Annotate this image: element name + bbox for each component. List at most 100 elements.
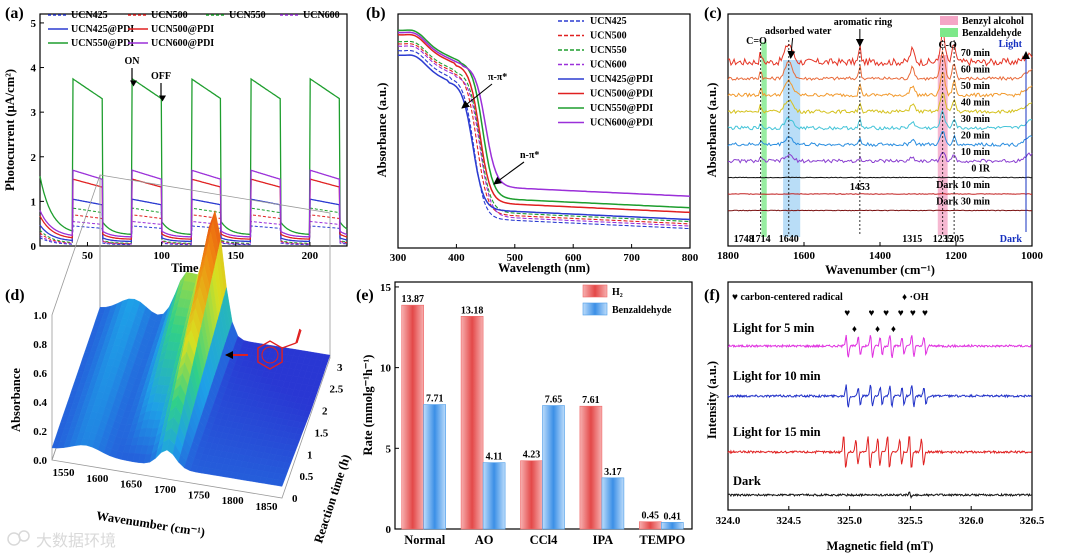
watermark: 大数据环境 — [7, 530, 116, 550]
panel-a-frame — [39, 13, 348, 247]
panel-e-bar-Benzaldehyde-CCl4 — [542, 405, 565, 530]
panel-d-xtick-label: 1800 — [222, 495, 245, 507]
panel-e-bar-Benzaldehyde-AO — [482, 462, 506, 530]
panel-c-legend-swatch — [940, 28, 958, 37]
watermark-logo-icon-2 — [18, 530, 30, 542]
panel-e-value-label: 7.65 — [545, 395, 563, 406]
panel-c-trace-Dark 30 min — [727, 209, 1033, 212]
panel-a-plot — [39, 77, 348, 246]
panel-a-legend-label: UCN425@PDI — [71, 24, 134, 35]
panel-b-pipi-label: π-π* — [488, 72, 507, 83]
panel-c-trace-label: 30 min — [961, 114, 991, 125]
panel-a-xtick-label: 100 — [153, 250, 170, 262]
panel-a-ytick-label: 1 — [31, 196, 37, 208]
panel-c-band-label: 1748 — [734, 234, 754, 245]
panel-b-series-UCN500@PDI — [397, 33, 691, 214]
panel-a-xtick-label: 200 — [302, 250, 319, 262]
panel-b-xtick-label: 600 — [565, 252, 582, 264]
panel-d-ytick-label: 2.5 — [330, 384, 344, 396]
panel-b-legend-label: UCN425 — [590, 16, 627, 27]
panel-c-dark-label: Dark — [1000, 234, 1023, 245]
panel-e-ticks: 0 5 10 15 Normal AO CCl4 IPA TEMPO — [380, 282, 685, 547]
panel-b-frame — [397, 13, 691, 249]
panel-c-trace-20 min — [727, 130, 1033, 148]
panel-c-trace-label: 0 IR — [971, 164, 990, 175]
panel-e-bar-H₂-TEMPO — [638, 521, 662, 530]
panel-c-trace-label: 10 min — [961, 147, 991, 158]
panel-f-series-Light for 10 min — [727, 384, 1032, 409]
panel-f-heart-marker-icon: ♥ — [898, 308, 904, 319]
panel-d-label: (d) — [5, 287, 25, 304]
panel-b-xtick-label: 700 — [623, 252, 640, 264]
panel-b-series-UCN550 — [397, 40, 691, 223]
panel-b-series-UCN500 — [397, 43, 691, 225]
panel-c-xtick-label: 1000 — [1021, 250, 1044, 262]
panel-b-legend-label: UCN550@PDI — [590, 103, 653, 114]
panel-f-series-label: Dark — [733, 474, 761, 488]
panel-a-series-UCN600 — [39, 220, 348, 245]
panel-c-xtick-label: 1200 — [945, 250, 968, 262]
panel-c-legend-label: Benzaldehyde — [962, 28, 1022, 39]
panel-e-ylabel: Rate (mmolg⁻¹h⁻¹) — [361, 355, 375, 456]
panel-f-xtick-label: 325.0 — [837, 515, 862, 527]
panel-a-ytick-label: 0 — [31, 241, 37, 253]
panel-e-category-label: TEMPO — [639, 533, 685, 547]
panel-a-series-UCN550 — [39, 207, 348, 244]
panel-a-ytick-label: 3 — [31, 107, 37, 119]
panel-d-surface-cell — [276, 479, 285, 487]
panel-c-label: (c) — [704, 5, 722, 22]
panel-c-trace-label: 60 min — [961, 65, 991, 76]
panel-c-trace-Dark 10 min — [727, 193, 1032, 195]
panel-c-ylabel: Absorbance (a.u.) — [705, 83, 719, 178]
panel-e-legend-swatch — [582, 284, 608, 298]
panel-e-bar-Benzaldehyde-TEMPO — [660, 522, 684, 530]
panel-c-trace-10 min — [727, 151, 1033, 164]
panel-a-legend-label: UCN500 — [151, 10, 188, 21]
panel-c-trace-label: 50 min — [961, 81, 991, 92]
panel-d-ztick-label: 0.2 — [33, 426, 47, 438]
panel-c-1453-label: 1453 — [850, 182, 870, 193]
panel-c-xtick-label: 1400 — [869, 250, 892, 262]
panel-b-pipi-arrow — [461, 83, 493, 109]
panel-a-legend-label: UCN550 — [229, 10, 266, 21]
panel-c-light-label: Light — [999, 39, 1023, 50]
panel-b-series-UCN550@PDI — [397, 29, 691, 209]
panel-a-ylabel: Photocurrent (μA/cm²) — [3, 69, 17, 191]
panel-d-ztick-label: 0.8 — [33, 339, 47, 351]
panel-e-bar-H₂-Normal — [401, 304, 425, 530]
panel-f-series-label: Light for 10 min — [733, 369, 821, 383]
panel-d-plot: 1550 1600 1650 1700 1750 1800 185000.511.522.5… — [33, 174, 344, 513]
watermark-text: 大数据环境 — [36, 531, 116, 550]
panel-b-npi-arrow — [493, 161, 525, 185]
panel-b-xlabel: Wavelength (nm) — [498, 261, 590, 275]
panel-a-series-UCN425@PDI — [39, 198, 348, 243]
panel-b-npi-label: n-π* — [520, 150, 539, 161]
panel-f-legend-radical: ♥ carbon-centered radical — [732, 292, 843, 303]
panel-f-xtick-label: 324.0 — [716, 515, 741, 527]
panel-e-bar-H₂-AO — [460, 316, 484, 530]
panel-b-legend-label: UCN500@PDI — [590, 89, 653, 100]
panel-d: (d) 1550 1600 1650 1700 1750 1800 185000.511.5… — [5, 174, 353, 545]
panel-a-ytick-label: 4 — [31, 63, 37, 75]
panel-a-label: (a) — [5, 5, 24, 22]
watermark-logo-icon — [7, 532, 21, 546]
panel-f-heart-marker-icon: ♥ — [922, 308, 928, 319]
panel-c-trace-50 min — [727, 71, 1033, 98]
panel-a-ytick-label: 5 — [31, 18, 37, 30]
panel-c-trace-0 IR — [727, 176, 1033, 179]
panel-e-plot: 13.87 7.71 13.18 4.11 4.23 7.65 7.61 3.17 0.45 0.… — [401, 294, 684, 530]
panel-e-legend-label: Benzaldehyde — [612, 305, 672, 316]
panel-b-series-UCN425 — [397, 49, 691, 230]
panel-c-xlabel: Wavenumber (cm⁻¹) — [825, 263, 935, 277]
panel-f-series-label: Light for 15 min — [733, 425, 821, 439]
panel-c-trace-label: 70 min — [961, 48, 991, 59]
panel-a-legend-label: UCN600@PDI — [151, 38, 214, 49]
panel-b-series-UCN600@PDI — [397, 31, 691, 197]
panel-c-aromatic-label: aromatic ring — [834, 17, 892, 28]
panel-c-bands — [761, 42, 948, 237]
panel-b-legend-label: UCN500 — [590, 31, 627, 42]
panel-c-trace-label: 20 min — [961, 131, 991, 142]
panel-e-ytick-label: 15 — [380, 282, 392, 294]
panel-e-value-label: 0.41 — [664, 511, 682, 522]
